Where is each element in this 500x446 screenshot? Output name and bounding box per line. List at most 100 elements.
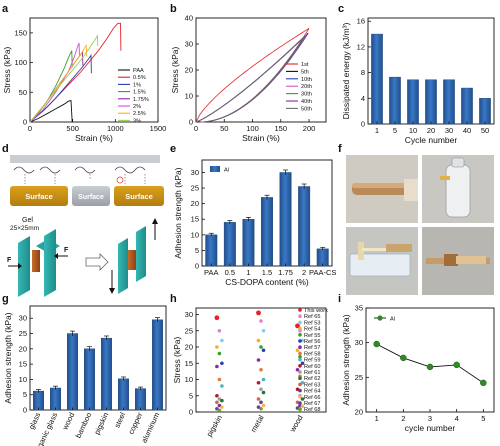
panel-label-f: f bbox=[338, 143, 342, 155]
surface-block-mid bbox=[72, 186, 110, 206]
x-tick-label: 2 bbox=[401, 414, 405, 423]
x-tick-label: 0.5 bbox=[225, 268, 235, 277]
scatter-point bbox=[217, 328, 222, 333]
axis-frame bbox=[195, 307, 327, 413]
bar-30 bbox=[443, 79, 455, 125]
scatter-point bbox=[295, 323, 300, 329]
legend-marker bbox=[298, 395, 302, 399]
y-tick-label: 0 bbox=[361, 120, 365, 129]
legend-label: Ref 60 bbox=[304, 364, 320, 370]
scatter-point bbox=[300, 404, 305, 408]
photo-wood-rod bbox=[346, 155, 418, 223]
y-tick-label: 0 bbox=[23, 118, 27, 127]
series-loop-50th bbox=[195, 36, 305, 123]
y-tick-label: 25 bbox=[355, 373, 363, 382]
y-tick-label: 30 bbox=[19, 314, 27, 323]
scatter-point bbox=[215, 400, 219, 405]
x-tick-label: 50 bbox=[220, 124, 228, 133]
stretched-gel-left bbox=[118, 238, 128, 294]
chain-right-icon bbox=[114, 166, 146, 174]
x-tick-label: 50 bbox=[481, 126, 489, 135]
scatter-point bbox=[220, 338, 224, 343]
x-tick-label: 4 bbox=[455, 414, 459, 423]
panel-label-e: e bbox=[170, 143, 176, 155]
legend-label: Ref 64 bbox=[304, 389, 320, 395]
legend-label: 3% bbox=[133, 118, 141, 124]
panel-label-g: g bbox=[2, 293, 9, 305]
scatter-point bbox=[261, 328, 266, 333]
polymer-chain-band bbox=[10, 155, 160, 163]
x-tick-label: 5 bbox=[481, 414, 485, 423]
x-tick-label: bamboo bbox=[74, 411, 94, 439]
y-axis-label: Stress (kPa) bbox=[170, 46, 180, 93]
bar-PAA bbox=[205, 234, 218, 267]
legend-marker bbox=[298, 370, 302, 374]
y-tick-label: 15 bbox=[191, 215, 199, 224]
bar-wood bbox=[67, 333, 78, 411]
axis-frame bbox=[365, 307, 495, 413]
data-point bbox=[400, 354, 407, 362]
gel-sample bbox=[32, 250, 40, 272]
y-tick-label: 25 bbox=[19, 329, 27, 338]
legend-label: Ref 67 bbox=[304, 401, 320, 407]
legend-marker bbox=[298, 382, 302, 387]
legend-marker bbox=[298, 376, 302, 381]
legend-label: 40th bbox=[301, 99, 312, 105]
surface-block-right bbox=[114, 186, 164, 206]
legend-label: Ref 57 bbox=[304, 345, 320, 351]
scatter-point bbox=[300, 361, 305, 366]
bar-1.75 bbox=[279, 172, 292, 267]
y-tick-label: 15 bbox=[185, 359, 193, 368]
scatter-point bbox=[261, 348, 266, 353]
scatter-point bbox=[259, 319, 263, 323]
chart-e-adhesion-content: 0 5 10 15 20 25 30 PAA 0.5 1 1.5 1.75 2 PAA-CSCS-DOPA… bbox=[173, 159, 336, 287]
panel-label-a: a bbox=[2, 3, 9, 15]
legend-label: 2% bbox=[133, 104, 141, 110]
y-tick-label: 30 bbox=[191, 168, 199, 177]
bar-steel bbox=[118, 378, 129, 411]
force-arrowhead-right bbox=[54, 253, 58, 259]
bar-organic glass bbox=[50, 387, 61, 411]
chart-c-dissipated-energy: 0 4 8 12 16 1 5 10 20 30 40 50 Cycle number Dissipate… bbox=[341, 17, 495, 145]
y-tick-label: 0 bbox=[189, 408, 193, 417]
surface-label-left: Surface bbox=[25, 192, 53, 201]
legend-label: 10th bbox=[301, 77, 312, 83]
legend-marker bbox=[298, 308, 302, 312]
y-tick-label: 40 bbox=[185, 14, 193, 23]
y-tick-label: 5 bbox=[195, 246, 199, 255]
y-tick-label: 8 bbox=[361, 68, 365, 77]
x-axis-label: Strain (%) bbox=[242, 133, 280, 143]
surface-block-left bbox=[10, 186, 68, 206]
scatter-point bbox=[261, 377, 266, 382]
bar-1.5 bbox=[261, 197, 273, 267]
pull-arrowhead-down bbox=[109, 288, 115, 294]
x-tick-label: 30 bbox=[445, 126, 453, 135]
scatter-point bbox=[256, 310, 261, 316]
y-tick-label: 0 bbox=[189, 118, 193, 127]
data-point bbox=[453, 361, 460, 369]
scatter-point bbox=[220, 398, 224, 403]
x-axis-label: Cycle number bbox=[405, 135, 458, 145]
series-line-0.5% bbox=[29, 22, 122, 123]
legend-label: Ref 61 bbox=[304, 370, 320, 376]
chart-b-cyclic-loading: 0 10 20 30 40 0 50 100 150 200 Strain (%) Stress (k… bbox=[170, 14, 327, 143]
x-tick-label: 40 bbox=[463, 126, 471, 135]
x-axis-label: Strain (%) bbox=[75, 133, 113, 143]
legend-label: Ref 65 bbox=[304, 314, 320, 320]
scatter-point bbox=[298, 354, 302, 359]
legend-label: This work bbox=[304, 308, 328, 314]
y-tick-label: 150 bbox=[14, 28, 27, 37]
series-line-2.5% bbox=[29, 43, 88, 123]
x-tick-label: steel bbox=[112, 411, 127, 429]
stretched-gel-right bbox=[136, 226, 146, 282]
data-point bbox=[373, 340, 380, 348]
y-tick-label: 10 bbox=[185, 92, 193, 101]
scatter-point bbox=[256, 338, 261, 343]
legend-label: Ref 59 bbox=[304, 358, 320, 364]
x-tick-label: pigskin bbox=[92, 411, 110, 436]
stretched-gel-sample bbox=[128, 250, 136, 270]
x-tick-label: 1 bbox=[375, 414, 379, 423]
x-tick-label: 100 bbox=[246, 124, 259, 133]
x-tick-label: 3 bbox=[428, 414, 432, 423]
